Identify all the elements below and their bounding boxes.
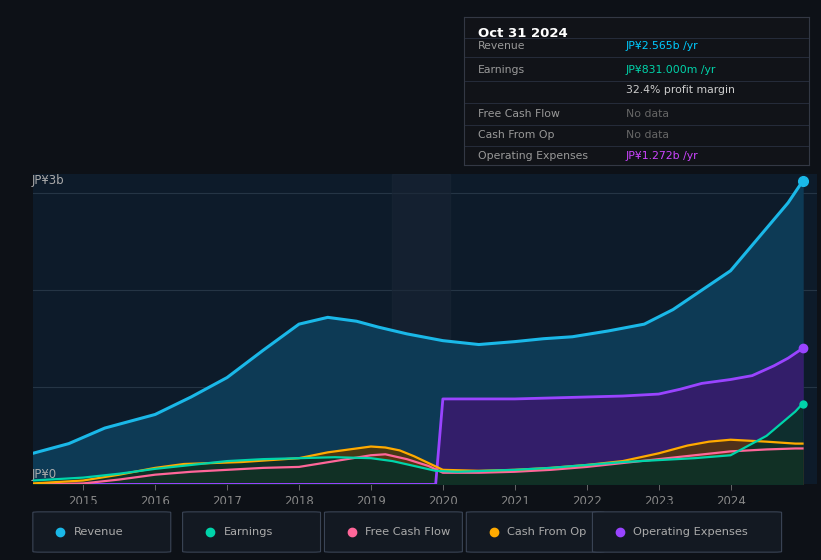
Text: JP¥3b: JP¥3b bbox=[32, 174, 65, 186]
Text: 32.4% profit margin: 32.4% profit margin bbox=[626, 86, 735, 95]
Text: Earnings: Earnings bbox=[478, 64, 525, 74]
Text: Cash From Op: Cash From Op bbox=[478, 130, 554, 140]
Text: JP¥2.565b /yr: JP¥2.565b /yr bbox=[626, 41, 699, 51]
Text: Cash From Op: Cash From Op bbox=[507, 527, 587, 537]
FancyBboxPatch shape bbox=[466, 512, 604, 552]
Text: JP¥0: JP¥0 bbox=[32, 468, 57, 481]
Text: Revenue: Revenue bbox=[478, 41, 525, 51]
Text: No data: No data bbox=[626, 130, 669, 140]
FancyBboxPatch shape bbox=[593, 512, 782, 552]
Text: JP¥831.000m /yr: JP¥831.000m /yr bbox=[626, 64, 716, 74]
FancyBboxPatch shape bbox=[182, 512, 320, 552]
Text: Oct 31 2024: Oct 31 2024 bbox=[478, 27, 567, 40]
FancyBboxPatch shape bbox=[33, 512, 171, 552]
Text: Free Cash Flow: Free Cash Flow bbox=[365, 527, 451, 537]
FancyBboxPatch shape bbox=[324, 512, 462, 552]
Text: JP¥1.272b /yr: JP¥1.272b /yr bbox=[626, 151, 699, 161]
Text: Revenue: Revenue bbox=[74, 527, 123, 537]
Text: Earnings: Earnings bbox=[223, 527, 273, 537]
Bar bbox=[392, 174, 450, 484]
Text: Operating Expenses: Operating Expenses bbox=[478, 151, 588, 161]
Text: Free Cash Flow: Free Cash Flow bbox=[478, 109, 560, 119]
Text: No data: No data bbox=[626, 109, 669, 119]
Text: Operating Expenses: Operating Expenses bbox=[634, 527, 748, 537]
